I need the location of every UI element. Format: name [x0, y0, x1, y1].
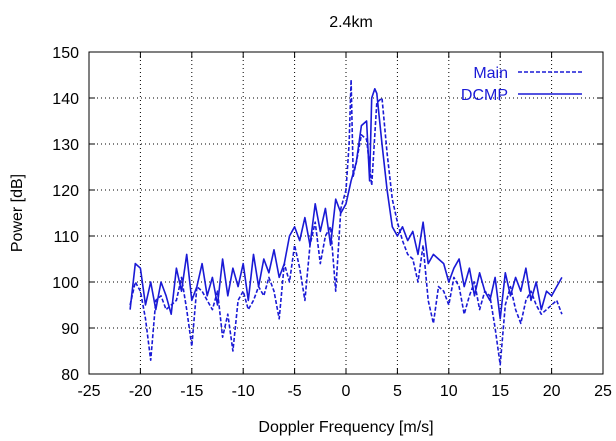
- x-tick-label-5: 0: [342, 383, 351, 400]
- x-tick-label-6: 5: [393, 383, 402, 400]
- x-tick-label-3: -10: [232, 383, 255, 400]
- y-tick-label-5: 130: [52, 137, 79, 154]
- y-tick-label-2: 100: [52, 275, 79, 292]
- y-tick-label-4: 120: [52, 183, 79, 200]
- x-tick-label-7: 10: [440, 383, 458, 400]
- x-tick-label-1: -20: [129, 383, 152, 400]
- x-tick-label-2: -15: [180, 383, 203, 400]
- grid: [89, 52, 603, 374]
- legend: Main DCMP: [461, 65, 582, 104]
- x-tick-label-4: -5: [287, 383, 301, 400]
- x-tick-label-10: 25: [594, 383, 612, 400]
- y-tick-label-1: 90: [61, 321, 79, 338]
- legend-label-dcmp: DCMP: [461, 87, 508, 104]
- y-tick-label-6: 140: [52, 91, 79, 108]
- x-tick-label-8: 15: [491, 383, 509, 400]
- series-lines: [129, 78, 563, 366]
- y-tick-label-7: 150: [52, 45, 79, 62]
- x-tick-label-0: -25: [77, 383, 100, 400]
- legend-label-main: Main: [473, 65, 508, 82]
- series-line-dcmp: [129, 88, 563, 320]
- y-tick-label-3: 110: [53, 229, 79, 246]
- x-tick-label-9: 20: [543, 383, 561, 400]
- axis-ticks: -25 -20 -15 -10 -5 0 5 10 15 20 25 80 90 100 110 120 130…: [52, 45, 612, 400]
- chart-title: 2.4km: [329, 14, 373, 31]
- y-tick-label-0: 80: [61, 367, 79, 384]
- series-line-main: [129, 78, 563, 366]
- x-axis-label: Doppler Frequency [m/s]: [258, 419, 433, 436]
- y-axis-label: Power [dB]: [9, 174, 26, 252]
